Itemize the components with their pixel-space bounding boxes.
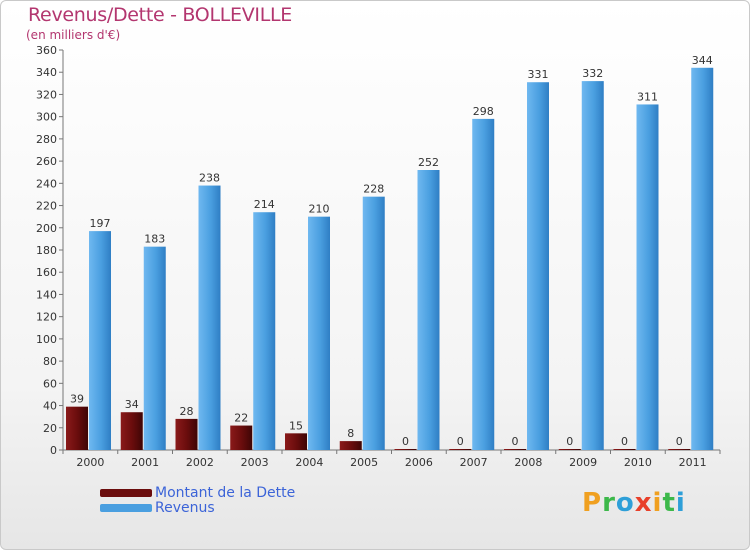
y-tick-label: 360: [36, 44, 57, 57]
bar-debt: [66, 406, 88, 450]
data-label-revenue: 228: [363, 183, 384, 196]
y-tick-label: 140: [36, 288, 57, 301]
bar-debt: [339, 441, 362, 450]
x-tick-label: 2003: [241, 456, 269, 469]
chart-title: Revenus/Dette - BOLLEVILLE: [28, 4, 293, 26]
y-tick-label: 0: [50, 444, 57, 457]
bar-debt: [449, 449, 472, 450]
data-label-revenue: 331: [528, 68, 549, 81]
bar-debt: [613, 449, 636, 450]
x-tick-label: 2008: [514, 456, 542, 469]
y-tick-label: 40: [43, 400, 57, 413]
data-label-debt: 0: [512, 435, 519, 448]
legend-label-revenue: Revenus: [155, 500, 215, 516]
logo-letter: x: [634, 488, 653, 518]
x-tick-label: 2004: [295, 456, 323, 469]
x-tick-label: 2009: [569, 456, 597, 469]
y-tick-label: 180: [36, 244, 57, 257]
y-tick-label: 220: [36, 200, 57, 213]
y-tick-label: 300: [36, 111, 57, 124]
bar-revenue: [472, 118, 495, 450]
y-tick-label: 240: [36, 177, 57, 190]
x-tick-label: 2005: [350, 456, 378, 469]
data-label-revenue: 214: [254, 198, 275, 211]
bar-revenue: [198, 185, 221, 451]
y-tick-label: 340: [36, 66, 57, 79]
proxiti-logo: Proxiti: [582, 488, 686, 518]
x-tick-label: 2000: [76, 456, 104, 469]
bar-revenue: [691, 67, 714, 451]
x-tick-label: 2011: [679, 456, 707, 469]
y-tick-label: 20: [43, 422, 57, 435]
y-tick-label: 200: [36, 222, 57, 235]
y-tick-label: 160: [36, 266, 57, 279]
bar-revenue: [417, 170, 440, 450]
bar-revenue: [362, 196, 385, 450]
y-tick-label: 60: [43, 377, 57, 390]
data-label-revenue: 238: [199, 172, 220, 185]
legend-swatch-revenue: [100, 504, 152, 512]
y-tick-label: 280: [36, 133, 57, 146]
bar-revenue: [636, 104, 659, 450]
bar-debt: [120, 412, 143, 450]
bar-revenue: [89, 231, 111, 450]
bar-debt: [230, 425, 253, 450]
data-label-debt: 0: [566, 435, 573, 448]
logo-letter: r: [602, 488, 616, 518]
data-label-revenue: 210: [309, 203, 330, 216]
chart-subtitle: (en milliers d'€): [26, 28, 121, 42]
logo-letter: i: [652, 488, 663, 518]
bar-revenue: [581, 81, 604, 450]
bar-debt: [285, 433, 307, 450]
data-label-debt: 28: [180, 405, 194, 418]
bar-revenue: [527, 82, 549, 450]
x-tick-label: 2010: [624, 456, 652, 469]
x-tick-label: 2007: [460, 456, 488, 469]
bar-debt: [394, 449, 417, 450]
logo-letter: o: [615, 488, 635, 518]
data-label-debt: 0: [676, 435, 683, 448]
y-tick-label: 320: [36, 88, 57, 101]
bar-debt: [558, 449, 581, 450]
x-tick-label: 2002: [186, 456, 214, 469]
y-tick-label: 100: [36, 333, 57, 346]
data-label-revenue: 197: [90, 217, 111, 230]
data-label-debt: 15: [289, 419, 303, 432]
data-label-debt: 39: [70, 393, 84, 406]
data-label-debt: 22: [234, 412, 248, 425]
bar-debt: [175, 418, 198, 450]
data-label-debt: 0: [402, 435, 409, 448]
bar-debt: [668, 449, 691, 450]
data-label-debt: 0: [457, 435, 464, 448]
x-tick-label: 2006: [405, 456, 433, 469]
logo-letter: P: [582, 488, 603, 518]
data-label-revenue: 298: [473, 105, 494, 118]
bar-revenue: [143, 246, 166, 450]
data-label-debt: 8: [347, 427, 354, 440]
data-label-revenue: 311: [637, 90, 658, 103]
logo-letter: t: [662, 488, 676, 518]
data-label-debt: 34: [125, 398, 139, 411]
data-label-revenue: 183: [144, 233, 165, 246]
bar-revenue: [253, 212, 276, 450]
bar-debt: [504, 449, 526, 450]
y-tick-label: 120: [36, 311, 57, 324]
legend-swatch-debt: [100, 489, 152, 497]
logo-letter: i: [675, 488, 686, 518]
data-label-revenue: 252: [418, 156, 439, 169]
y-tick-label: 260: [36, 155, 57, 168]
bar-revenue: [308, 216, 330, 450]
data-label-revenue: 332: [582, 67, 603, 80]
y-tick-label: 80: [43, 355, 57, 368]
legend-label-debt: Montant de la Dette: [155, 485, 296, 501]
data-label-revenue: 344: [692, 54, 713, 67]
data-label-debt: 0: [621, 435, 628, 448]
x-tick-label: 2001: [131, 456, 159, 469]
